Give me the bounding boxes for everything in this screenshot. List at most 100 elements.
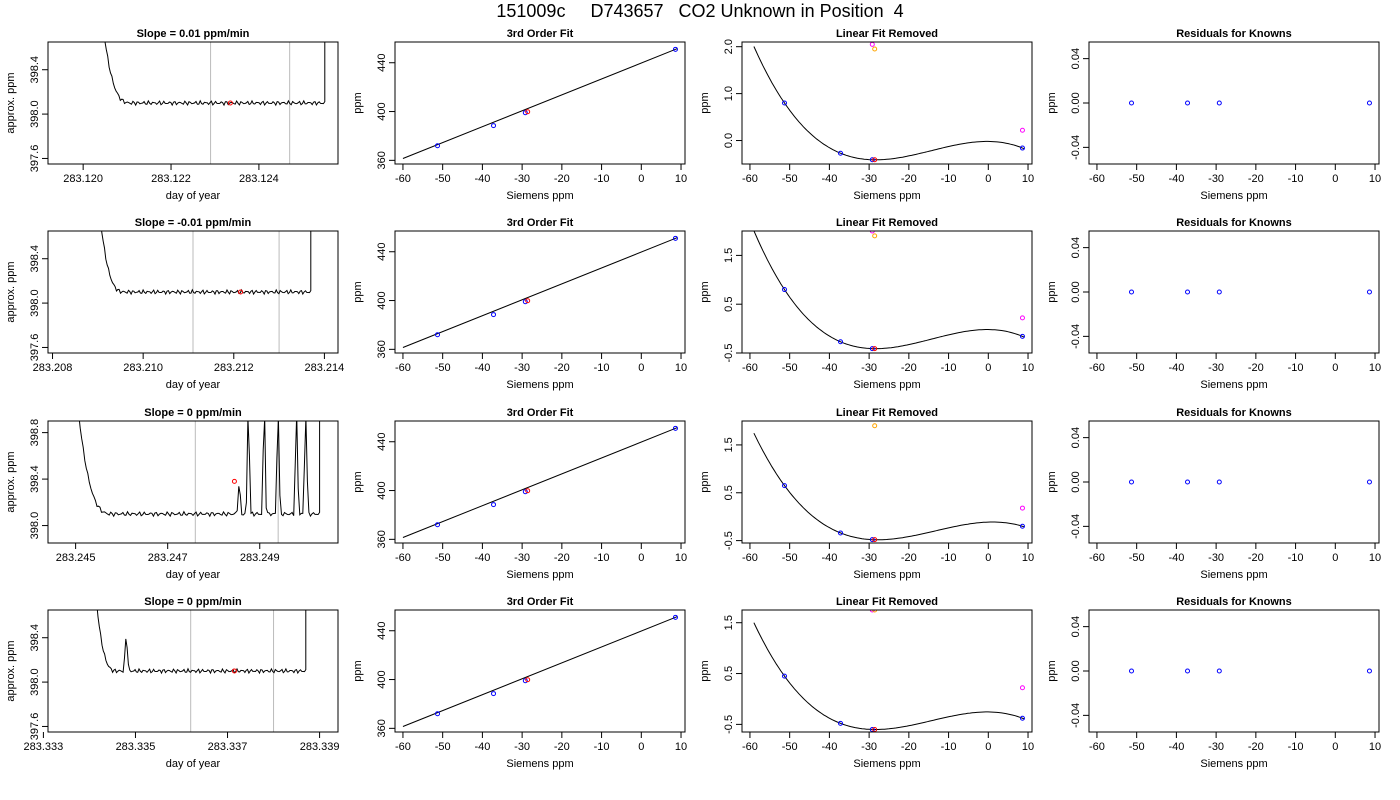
x-tick-label: 0 bbox=[1332, 741, 1338, 753]
known-point bbox=[522, 110, 528, 116]
x-tick-label: -10 bbox=[594, 552, 610, 564]
x-tick-label: 10 bbox=[1369, 362, 1381, 374]
removed-known-point bbox=[1019, 685, 1025, 691]
y-tick-label: 398.4 bbox=[29, 624, 41, 652]
known-point bbox=[1216, 668, 1222, 674]
y-tick-label: 397.6 bbox=[29, 145, 41, 173]
panel-title: 3rd Order Fit bbox=[507, 217, 574, 229]
x-tick-label: 10 bbox=[1369, 552, 1381, 564]
x-tick-label: -50 bbox=[782, 362, 798, 374]
panel-0-3: Residuals for Knowns Siemens ppm ppm -60 -50… bbox=[1046, 28, 1381, 202]
y-tick-label: 1.5 bbox=[723, 248, 735, 263]
x-tick-label: 10 bbox=[1022, 741, 1034, 753]
panel-title: Slope = 0.01 ppm/min bbox=[137, 28, 250, 40]
x-tick-label: -60 bbox=[742, 362, 758, 374]
unknown-point bbox=[872, 537, 878, 543]
panel-1-1: 3rd Order Fit Siemens ppm ppm -60 -50 -40 -30 -… bbox=[352, 217, 687, 391]
known-point bbox=[782, 100, 788, 106]
y-tick-label: 0.04 bbox=[1070, 48, 1082, 69]
x-tick-label: 283.335 bbox=[116, 741, 156, 753]
known-point bbox=[1019, 333, 1025, 339]
panel-title: Residuals for Knowns bbox=[1176, 28, 1292, 40]
panel-frame bbox=[47, 230, 339, 354]
y-tick-label: 398.8 bbox=[29, 419, 41, 447]
known-point bbox=[869, 346, 875, 352]
x-axis-label: Siemens ppm bbox=[1200, 758, 1267, 770]
known-point bbox=[1366, 100, 1372, 106]
known-point bbox=[522, 678, 528, 684]
x-tick-label: -10 bbox=[941, 741, 957, 753]
x-tick-label: 283.339 bbox=[300, 741, 340, 753]
figure-title: 151009c D743657 CO2 Unknown in Position … bbox=[496, 1, 904, 21]
panel-0-0: Slope = 0.01 ppm/min day of year approx. p… bbox=[5, 28, 339, 202]
x-axis-label: Siemens ppm bbox=[853, 569, 920, 581]
panel-3-3: Residuals for Knowns Siemens ppm ppm -60 -50… bbox=[1046, 596, 1381, 770]
y-tick-label: 0.04 bbox=[1070, 616, 1082, 637]
x-tick-label: -20 bbox=[1248, 362, 1264, 374]
x-tick-label: 283.210 bbox=[123, 362, 163, 374]
panel-title: Slope = 0 ppm/min bbox=[144, 407, 242, 419]
unknown-point bbox=[872, 346, 878, 352]
panel-frame bbox=[1088, 420, 1380, 544]
y-tick-label: 0.0 bbox=[723, 133, 735, 148]
x-tick-label: 10 bbox=[675, 173, 687, 185]
panel-2-2: Linear Fit Removed Siemens ppm ppm -60 -50 -4… bbox=[699, 407, 1034, 581]
x-tick-label: -50 bbox=[1129, 741, 1145, 753]
panel-frame bbox=[47, 420, 339, 544]
y-tick-label: -0.04 bbox=[1070, 135, 1082, 160]
concentration-trace bbox=[101, 231, 312, 296]
x-tick-label: -20 bbox=[901, 741, 917, 753]
panel-data bbox=[96, 610, 307, 732]
panel-title: Linear Fit Removed bbox=[836, 596, 938, 608]
panel-3-0: Slope = 0 ppm/min day of year approx. ppm 2… bbox=[5, 596, 340, 770]
known-point bbox=[1185, 100, 1191, 106]
x-tick-label: -10 bbox=[594, 173, 610, 185]
x-axis-label: day of year bbox=[166, 758, 221, 770]
y-tick-label: 440 bbox=[376, 54, 388, 72]
x-tick-label: -50 bbox=[782, 741, 798, 753]
x-tick-label: -30 bbox=[1208, 173, 1224, 185]
x-tick-label: -60 bbox=[1089, 741, 1105, 753]
y-tick-label: 400 bbox=[376, 670, 388, 688]
unknown-point bbox=[238, 289, 244, 295]
x-tick-label: -60 bbox=[395, 741, 411, 753]
known-point bbox=[435, 143, 441, 149]
y-tick-label: -0.5 bbox=[723, 344, 735, 363]
known-point bbox=[1185, 479, 1191, 485]
x-tick-label: -30 bbox=[514, 173, 530, 185]
y-tick-label: 0.00 bbox=[1070, 281, 1082, 302]
panel-frame bbox=[741, 420, 1033, 544]
unknown-point bbox=[231, 668, 237, 674]
x-tick-label: 10 bbox=[675, 741, 687, 753]
panel-data bbox=[753, 231, 1025, 352]
removed-known-point bbox=[1019, 505, 1025, 511]
x-tick-label: -30 bbox=[514, 552, 530, 564]
y-tick-label: 360 bbox=[376, 719, 388, 737]
known-point bbox=[491, 502, 497, 508]
x-tick-label: 283.212 bbox=[214, 362, 254, 374]
x-axis-label: day of year bbox=[166, 190, 221, 202]
x-tick-label: -60 bbox=[1089, 362, 1105, 374]
panel-data bbox=[753, 610, 1025, 732]
unknown-point bbox=[227, 100, 233, 106]
panel-2-1: 3rd Order Fit Siemens ppm ppm -60 -50 -40 -30 -… bbox=[352, 407, 687, 581]
y-tick-label: -0.04 bbox=[1070, 703, 1082, 728]
panel-title: 3rd Order Fit bbox=[507, 28, 574, 40]
y-tick-label: -0.5 bbox=[723, 531, 735, 550]
known-point bbox=[435, 522, 441, 528]
known-point bbox=[1019, 145, 1025, 151]
known-point bbox=[869, 157, 875, 163]
x-tick-label: 283.249 bbox=[240, 552, 280, 564]
known-point bbox=[491, 691, 497, 697]
x-tick-label: 0 bbox=[638, 552, 644, 564]
x-tick-label: -30 bbox=[861, 362, 877, 374]
unknown-point bbox=[872, 726, 878, 732]
known-point bbox=[1366, 289, 1372, 295]
y-axis-label: ppm bbox=[699, 471, 711, 492]
fit-line bbox=[402, 616, 678, 727]
panel-0-1: 3rd Order Fit Siemens ppm ppm -60 -50 -40 -30 -… bbox=[352, 28, 687, 202]
x-tick-label: -30 bbox=[1208, 552, 1224, 564]
y-tick-label: 398.4 bbox=[29, 245, 41, 273]
x-tick-label: -10 bbox=[941, 552, 957, 564]
y-axis-label: ppm bbox=[1046, 660, 1058, 681]
